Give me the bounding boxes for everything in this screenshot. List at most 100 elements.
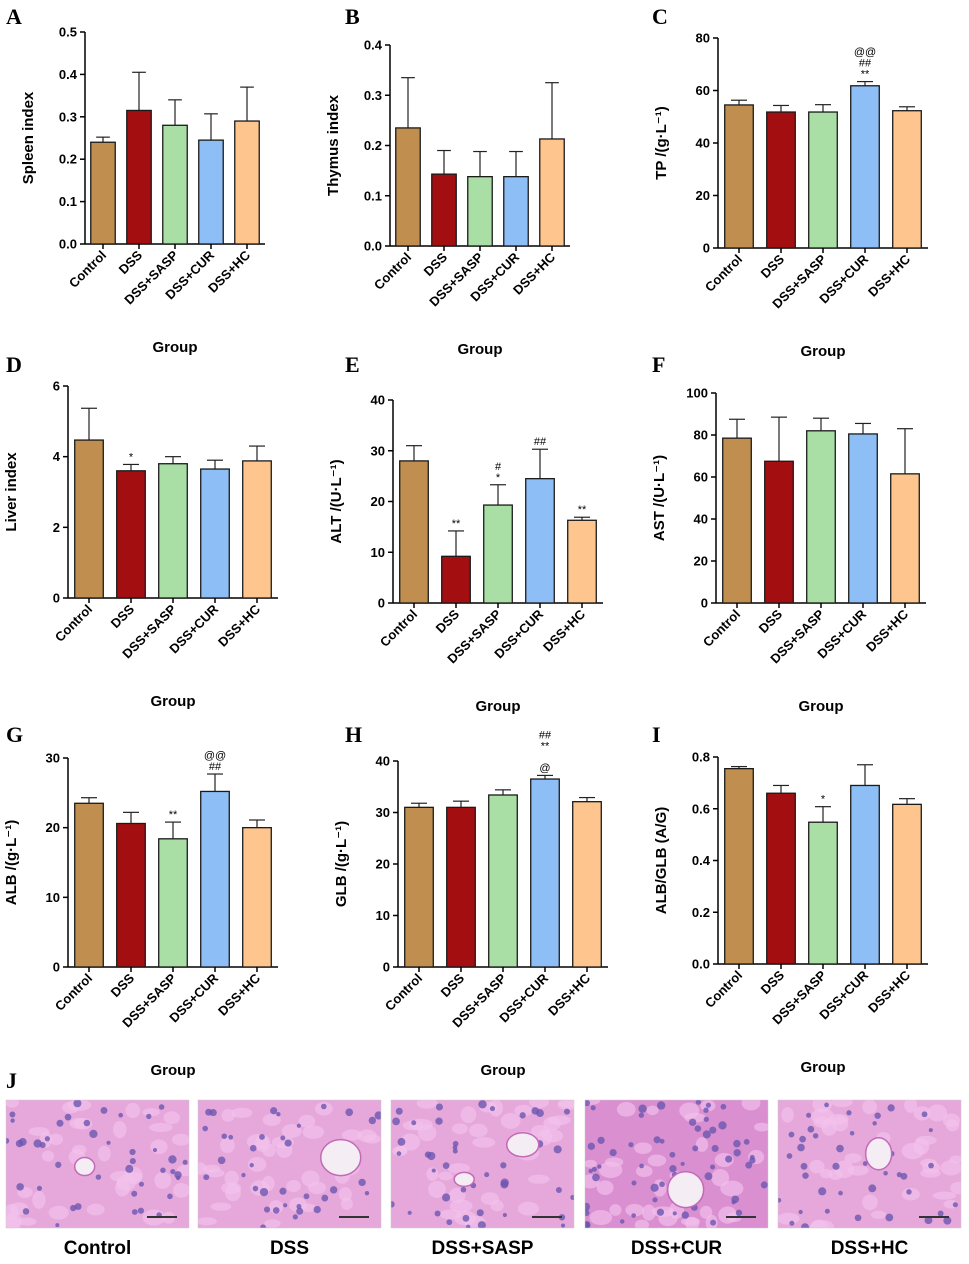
nucleus — [597, 1136, 605, 1144]
cytoplasm — [269, 1200, 284, 1214]
y-tick-label: 20 — [694, 554, 708, 569]
x-tick-label: Control — [52, 971, 95, 1014]
cytoplasm — [844, 1153, 862, 1163]
nucleus — [9, 1111, 16, 1118]
cytoplasm — [472, 1137, 496, 1148]
cytoplasm — [113, 1120, 127, 1139]
x-tick-label: DSS+HC — [545, 970, 594, 1019]
cytoplasm — [932, 1191, 957, 1200]
image-frame — [5, 1099, 190, 1229]
nucleus — [329, 1186, 338, 1194]
y-tick-label: 0.2 — [59, 152, 77, 167]
nucleus — [692, 1145, 699, 1152]
cytoplasm — [901, 1187, 920, 1201]
nucleus — [597, 1164, 602, 1169]
x-tick-label: DSS+HC — [865, 251, 914, 300]
cytoplasm — [247, 1157, 267, 1172]
cytoplasm — [741, 1100, 761, 1111]
panel-letter: I — [652, 722, 661, 747]
nucleus — [798, 1209, 803, 1215]
scale-bar — [339, 1216, 369, 1218]
y-tick-label: 0.0 — [59, 237, 77, 252]
nucleus — [160, 1167, 166, 1174]
cytoplasm — [870, 1210, 887, 1220]
nucleus — [731, 1200, 736, 1205]
y-tick-label: 60 — [696, 83, 710, 98]
cytoplasm — [810, 1219, 828, 1228]
cytoplasm — [438, 1171, 453, 1181]
nucleus — [10, 1118, 15, 1123]
nucleus — [652, 1197, 658, 1203]
nucleus — [711, 1144, 719, 1152]
nucleus — [952, 1202, 958, 1208]
nucleus — [55, 1161, 62, 1168]
nucleus — [638, 1104, 647, 1113]
nucleus — [263, 1206, 271, 1213]
cytoplasm — [220, 1137, 235, 1154]
cytoplasm — [210, 1202, 232, 1211]
nucleus — [170, 1168, 176, 1175]
cytoplasm — [221, 1182, 242, 1195]
nucleus — [70, 1204, 77, 1212]
bar-DSS+SASP — [808, 111, 838, 249]
cytoplasm — [809, 1159, 825, 1174]
nucleus — [313, 1205, 321, 1214]
y-tick-label: 6 — [53, 379, 60, 394]
nucleus — [137, 1207, 145, 1214]
nucleus — [407, 1210, 412, 1215]
cytoplasm — [49, 1133, 64, 1146]
nucleus — [705, 1102, 712, 1108]
cytoplasm — [589, 1210, 613, 1226]
nucleus — [411, 1120, 417, 1126]
x-axis-label: Group — [476, 698, 521, 715]
cytoplasm — [904, 1100, 918, 1113]
y-tick-label: 0 — [383, 960, 390, 975]
nucleus — [703, 1107, 709, 1113]
x-tick-label: DSS — [108, 970, 138, 1000]
nucleus — [431, 1168, 436, 1173]
nucleus — [434, 1210, 441, 1217]
cytoplasm — [363, 1134, 381, 1144]
nucleus — [592, 1173, 600, 1182]
cytoplasm — [6, 1216, 21, 1228]
cytoplasm — [754, 1122, 768, 1132]
significance-marker: @@ — [854, 47, 876, 59]
histology-label: DSS+SASP — [432, 1238, 534, 1259]
nucleus — [452, 1148, 458, 1154]
nucleus — [284, 1139, 292, 1147]
panel-letter: H — [345, 722, 362, 747]
nucleus — [585, 1209, 590, 1217]
bar-DSS+CUR — [848, 433, 878, 604]
cytoplasm — [679, 1102, 700, 1119]
nucleus — [452, 1140, 459, 1147]
cytoplasm — [224, 1170, 239, 1186]
nucleus — [138, 1181, 144, 1187]
bar-DSS — [766, 792, 796, 965]
scale-bar — [147, 1216, 177, 1218]
nucleus — [656, 1208, 665, 1216]
y-tick-label: 80 — [694, 428, 708, 443]
cytoplasm — [261, 1175, 275, 1192]
x-tick-label: DSS+HC — [540, 606, 589, 655]
x-axis-label: Group — [153, 339, 198, 356]
cytoplasm — [634, 1219, 650, 1228]
bar-DSS — [126, 109, 152, 245]
y-tick-label: 30 — [371, 443, 385, 458]
nucleus — [296, 1207, 304, 1215]
x-axis-label: Group — [151, 693, 196, 710]
cytoplasm — [529, 1100, 550, 1109]
nucleus — [435, 1117, 443, 1125]
cytoplasm — [950, 1181, 961, 1195]
nucleus — [55, 1223, 60, 1228]
nucleus — [203, 1174, 210, 1181]
nucleus — [836, 1144, 844, 1153]
nucleus — [249, 1163, 254, 1168]
bar-Control — [74, 439, 104, 599]
nucleus — [743, 1139, 750, 1145]
cytoplasm — [72, 1144, 87, 1155]
nucleus — [928, 1128, 933, 1133]
x-axis-label: Group — [801, 343, 846, 360]
